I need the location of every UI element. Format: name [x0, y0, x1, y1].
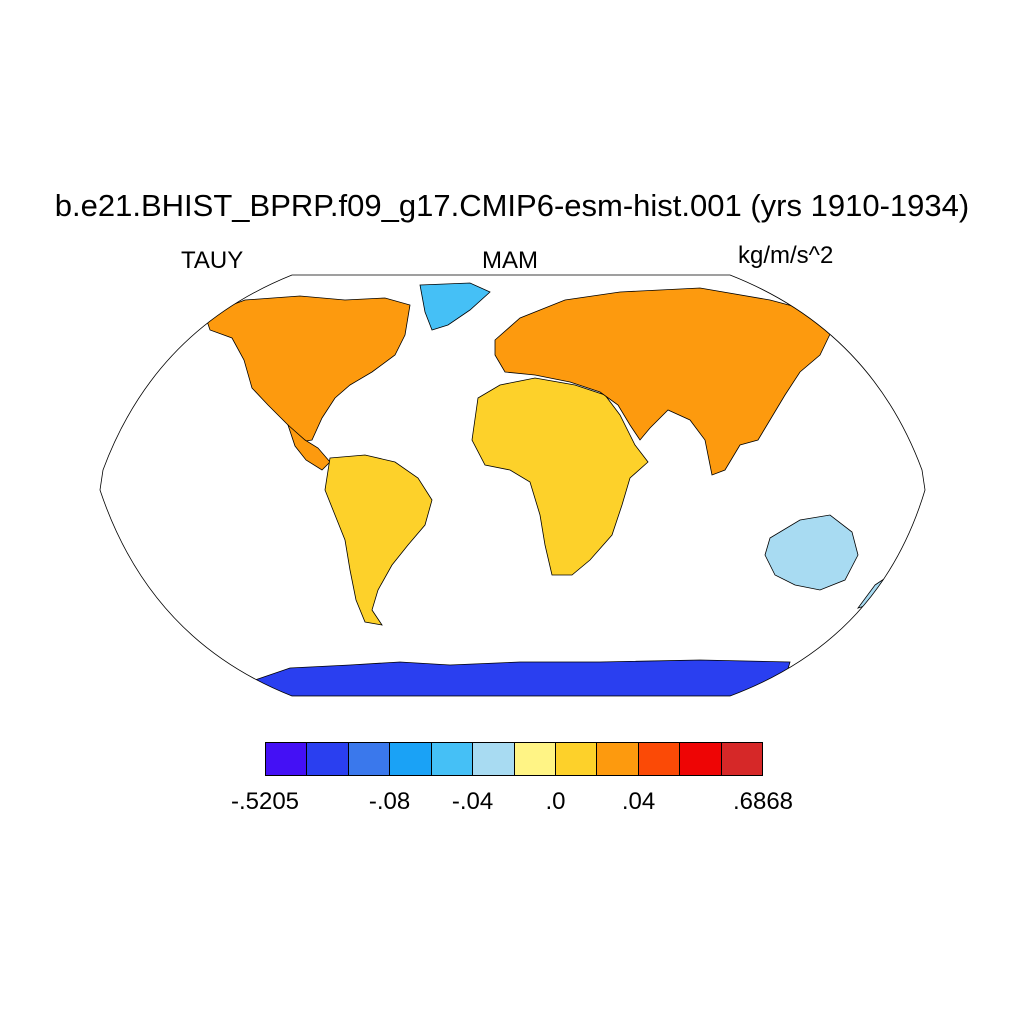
- region-north-america: [204, 295, 411, 443]
- region-australia: [764, 514, 859, 591]
- region-antarctica: [249, 659, 791, 696]
- colorbar-tick-label: .0: [545, 788, 566, 815]
- region-new-zealand: [856, 574, 894, 609]
- colorbar-box: [348, 743, 391, 775]
- season-label: MAM: [482, 247, 538, 274]
- colorbar-tick-label: -.5205: [230, 788, 300, 815]
- colorbar-box: [514, 743, 556, 775]
- region-central-america: [287, 423, 331, 471]
- colorbar-tick-label: -.04: [451, 788, 494, 815]
- plot-title: b.e21.BHIST_BPRP.f09_g17.CMIP6-esm-hist.…: [54, 188, 970, 223]
- colorbar-box: [307, 743, 349, 775]
- colorbar-tick-label: .6868: [732, 788, 794, 815]
- colorbar-box: [390, 743, 432, 775]
- globe-outline: [99, 274, 926, 697]
- colorbar-box: [597, 743, 639, 775]
- variable-label: TAUY: [181, 247, 244, 274]
- region-africa: [471, 377, 649, 576]
- colorbar-box: [473, 743, 515, 775]
- colorbar-box: [721, 743, 763, 775]
- colorbar-box: [555, 743, 598, 775]
- region-eurasia: [494, 287, 833, 476]
- colorbar-box: [266, 743, 308, 775]
- colorbar-box: [680, 743, 722, 775]
- colorbar: [265, 742, 763, 776]
- colorbar-box: [638, 743, 681, 775]
- region-south-america: [324, 454, 433, 626]
- units-label: kg/m/s^2: [738, 242, 834, 269]
- colorbar-tick-label: .04: [621, 788, 656, 815]
- colorbar-tick-label: -.08: [368, 788, 411, 815]
- colorbar-box: [431, 743, 474, 775]
- region-greenland: [419, 282, 491, 331]
